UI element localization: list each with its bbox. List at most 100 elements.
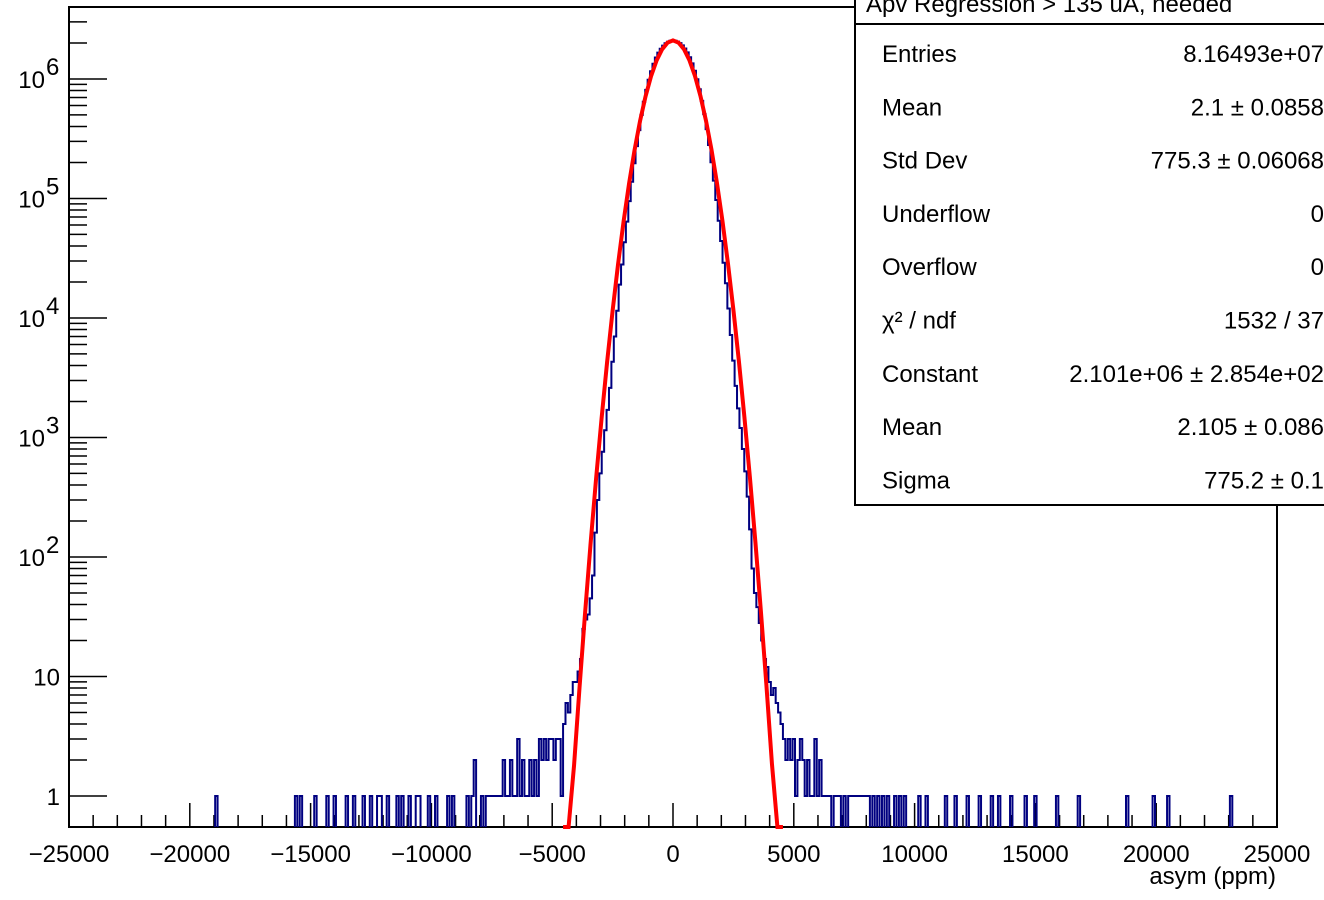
x-tick-label: 25000	[1244, 841, 1311, 868]
stats-row-value: 0	[1311, 254, 1324, 281]
histogram-bin	[836, 796, 838, 827]
x-tick-label: −10000	[391, 841, 472, 868]
histogram-bin	[785, 760, 787, 827]
histogram-bin	[488, 796, 490, 827]
histogram-bin	[805, 796, 807, 827]
histogram-bin	[694, 71, 696, 827]
histogram-bin	[597, 500, 599, 827]
histogram-bin	[541, 760, 543, 827]
y-tick-label: 10	[18, 306, 45, 333]
histogram-bin	[648, 80, 650, 827]
histogram-bin	[628, 201, 630, 827]
histogram-bin	[660, 49, 662, 827]
histogram-bin	[790, 760, 792, 827]
histogram-bin	[614, 336, 616, 827]
histogram-bin	[640, 115, 642, 827]
histogram-bin	[626, 222, 628, 827]
histogram-bin	[619, 285, 621, 827]
histogram-bin	[696, 79, 698, 827]
histogram-bin	[742, 449, 744, 827]
y-tick-exponent: 3	[46, 412, 59, 439]
histogram-bin	[732, 361, 734, 827]
histogram-bin	[520, 796, 522, 827]
histogram-bin	[587, 615, 589, 827]
stats-row-label: Std Dev	[882, 148, 967, 175]
histogram-bin	[863, 796, 865, 827]
stats-row-label: Constant	[882, 361, 978, 388]
stats-row-value: 0	[1311, 201, 1324, 228]
x-axis-tick-labels: −25000 −20000 −15000 −10000 −5000 0 5000 10000 1…	[29, 841, 1311, 868]
stats-row-value: 2.105 ± 0.086	[1177, 414, 1324, 441]
gaussian-fit-curve	[563, 38, 783, 829]
histogram-bin	[855, 796, 857, 827]
histogram-bin	[795, 796, 797, 827]
y-tick-label: 10	[18, 67, 45, 94]
x-axis-label: asym (ppm)	[1149, 863, 1276, 890]
histogram-bin	[679, 43, 681, 827]
histogram-bin	[735, 386, 737, 827]
histogram-bin	[698, 89, 700, 827]
y-tick-label: 10	[18, 545, 45, 572]
histogram-bin	[607, 410, 609, 827]
histogram-bin	[645, 90, 647, 827]
stats-row-label: Sigma	[882, 467, 951, 494]
y-tick-label: 1	[47, 784, 60, 811]
histogram-bin	[749, 529, 751, 827]
histogram-bin	[638, 130, 640, 827]
histogram-bin	[715, 200, 717, 827]
histogram-bin	[621, 265, 623, 827]
histogram-bin	[524, 796, 526, 827]
histogram-bin	[609, 388, 611, 827]
y-tick-exponent: 6	[46, 54, 59, 81]
histogram-bin	[633, 163, 635, 827]
stats-row-value: 2.101e+06 ± 2.854e+02	[1069, 361, 1324, 388]
x-axis-ticks	[68, 803, 1278, 827]
histogram-bin	[553, 760, 555, 827]
histogram-bin	[739, 428, 741, 827]
x-tick-label: 15000	[1002, 841, 1069, 868]
histogram-bin	[655, 58, 657, 827]
histogram-bin	[616, 311, 618, 827]
histogram-bin	[599, 473, 601, 827]
stats-row-value: 2.1 ± 0.0858	[1191, 94, 1324, 121]
histogram-bin	[561, 796, 563, 827]
histogram-bin	[669, 41, 671, 827]
histogram-bin	[730, 335, 732, 827]
histogram-bin	[491, 796, 493, 827]
histogram-bin	[657, 53, 659, 827]
x-tick-label: −20000	[149, 841, 230, 868]
histogram-bin	[590, 598, 592, 827]
stats-title: Apv Regression > 135 uA, needed	[866, 0, 1232, 18]
histogram-bin	[754, 593, 756, 827]
x-tick-label: −25000	[29, 841, 110, 868]
histogram-bin	[515, 796, 517, 827]
histogram-bin	[858, 796, 860, 827]
histogram-bin	[532, 796, 534, 827]
stats-row-label: Underflow	[882, 201, 991, 228]
histogram-bin	[636, 146, 638, 827]
histogram-bin	[512, 796, 514, 827]
histogram-bin	[495, 796, 497, 827]
histogram-bin	[611, 362, 613, 827]
histogram-bin	[744, 471, 746, 827]
histogram-bin	[493, 796, 495, 827]
histogram-bin	[681, 45, 683, 827]
histogram-bin	[710, 162, 712, 827]
histogram-bin	[713, 181, 715, 827]
histogram-bin	[778, 712, 780, 827]
histogram-bin	[604, 430, 606, 827]
histogram-bin	[686, 52, 688, 827]
stats-box: Apv Regression > 135 uA, needed Entries 8…	[854, 0, 1324, 506]
histogram-bin	[703, 114, 705, 827]
histogram-bin	[505, 796, 507, 827]
histogram-bin	[677, 42, 679, 827]
histogram-bin	[810, 796, 812, 827]
histogram-bin	[500, 796, 502, 827]
histogram-bin	[674, 41, 676, 827]
histogram-bin	[689, 57, 691, 827]
histogram-outline	[214, 39, 1234, 827]
histogram-bin	[498, 796, 500, 827]
histogram-bin	[665, 43, 667, 827]
histogram-bin	[623, 242, 625, 827]
y-tick-exponent: 5	[46, 173, 59, 200]
